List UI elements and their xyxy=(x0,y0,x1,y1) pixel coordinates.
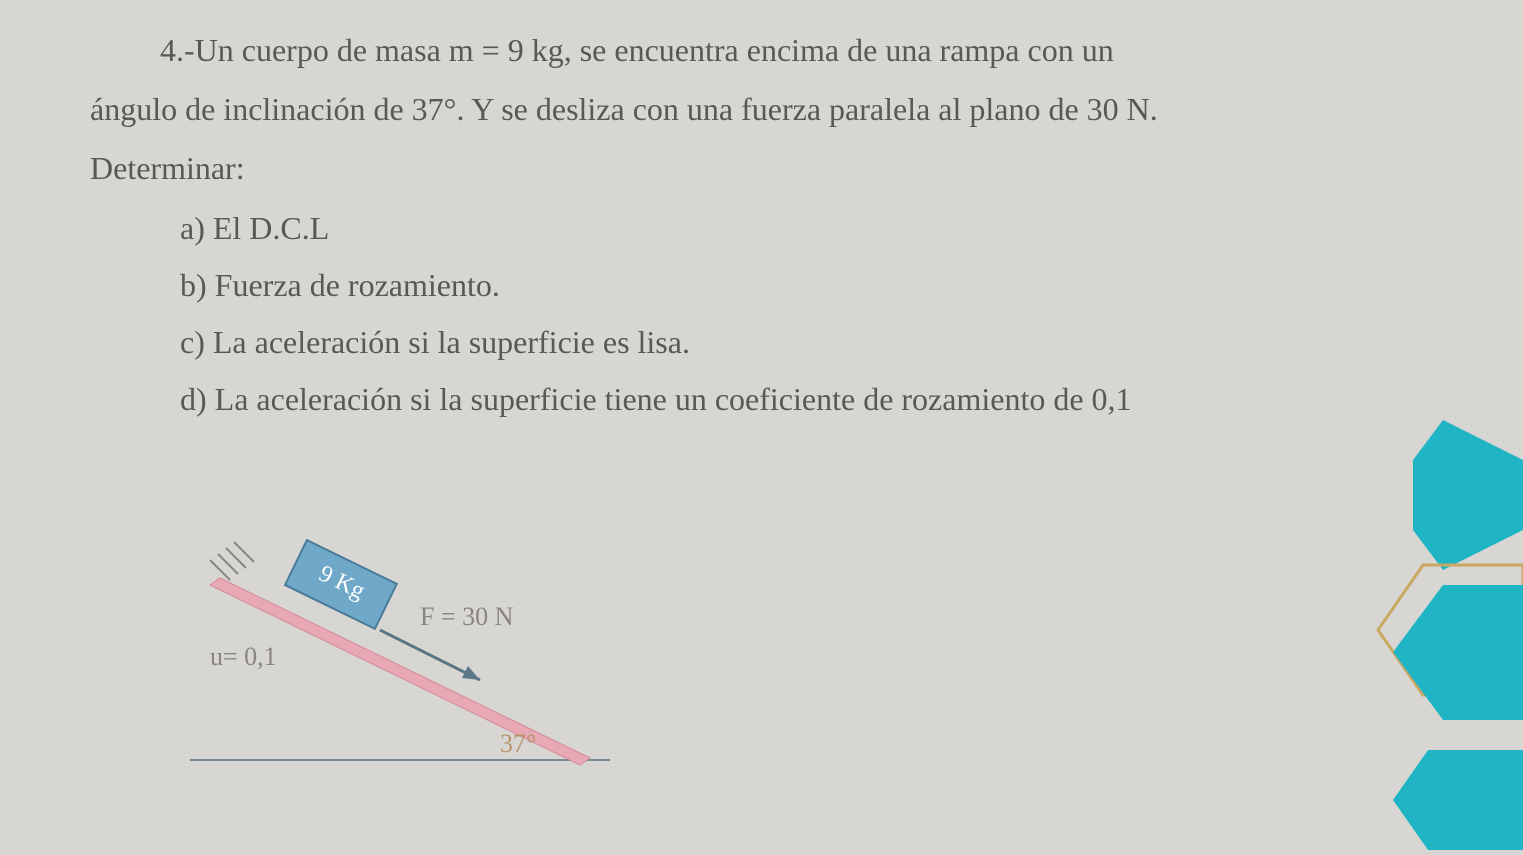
problem-content: 4.-Un cuerpo de masa m = 9 kg, se encuen… xyxy=(0,0,1523,451)
friction-label: u= 0,1 xyxy=(210,642,277,671)
hex-top xyxy=(1413,420,1523,570)
force-label: F = 30 N xyxy=(420,602,514,631)
chevron-shape xyxy=(1393,585,1523,720)
item-d: d) La aceleración si la superficie tiene… xyxy=(180,374,1463,425)
sub-items: a) El D.C.L b) Fuerza de rozamiento. c) … xyxy=(180,203,1463,426)
diagram-svg: 9 Kg F = 30 N u= 0,1 37° xyxy=(150,530,670,790)
decoration-shapes xyxy=(1273,410,1523,850)
intro-line-3: Determinar: xyxy=(90,143,1463,194)
hex-bottom xyxy=(1393,750,1523,850)
item-a: a) El D.C.L xyxy=(180,203,1463,254)
item-c: c) La aceleración si la superficie es li… xyxy=(180,317,1463,368)
item-b: b) Fuerza de rozamiento. xyxy=(180,260,1463,311)
intro-line-2: ángulo de inclinación de 37°. Y se desli… xyxy=(90,84,1463,135)
hatching xyxy=(210,542,254,580)
incline-diagram: 9 Kg F = 30 N u= 0,1 37° xyxy=(150,530,670,790)
problem-text: 4.-Un cuerpo de masa m = 9 kg, se encuen… xyxy=(90,25,1463,425)
decoration-svg xyxy=(1273,410,1523,850)
intro-line-1: 4.-Un cuerpo de masa m = 9 kg, se encuen… xyxy=(90,25,1463,76)
angle-label: 37° xyxy=(500,729,536,758)
block-group: 9 Kg xyxy=(285,540,397,629)
